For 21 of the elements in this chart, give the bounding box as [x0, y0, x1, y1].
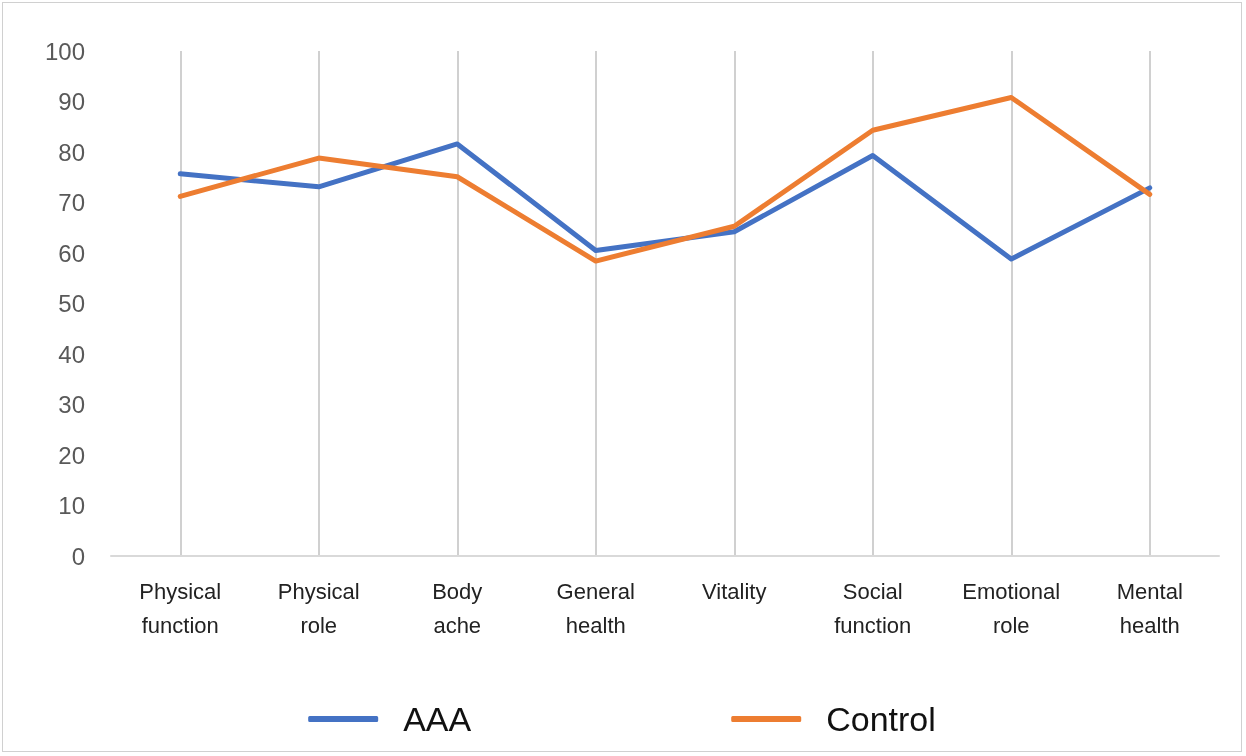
y-tick-label: 90: [58, 88, 85, 115]
x-tick-label: General health: [556, 578, 635, 638]
x-tick-label: Vitality: [702, 578, 767, 604]
y-tick-label: 50: [58, 290, 85, 317]
x-tick-label: Body ache: [432, 578, 483, 638]
legend-label: Control: [826, 700, 936, 738]
y-tick-label: 30: [58, 391, 85, 418]
x-tick-label: Social function: [834, 578, 912, 638]
y-tick-label: 80: [58, 138, 85, 166]
y-tick-label: 60: [58, 239, 85, 267]
y-tick-label: 0: [71, 542, 85, 570]
legend-label: AAA: [403, 700, 472, 738]
y-tick-label: 100: [44, 37, 85, 65]
y-tick-label: 10: [58, 492, 85, 519]
y-tick-label: 20: [58, 441, 85, 469]
y-tick-label: 40: [58, 340, 85, 368]
x-tick-label: Emotional role: [962, 578, 1061, 638]
y-tick-label: 70: [58, 189, 85, 216]
x-tick-label: Physical function: [139, 578, 222, 638]
x-tick-label: Mental health: [1116, 578, 1183, 638]
x-tick-label: Physical role: [277, 578, 360, 638]
